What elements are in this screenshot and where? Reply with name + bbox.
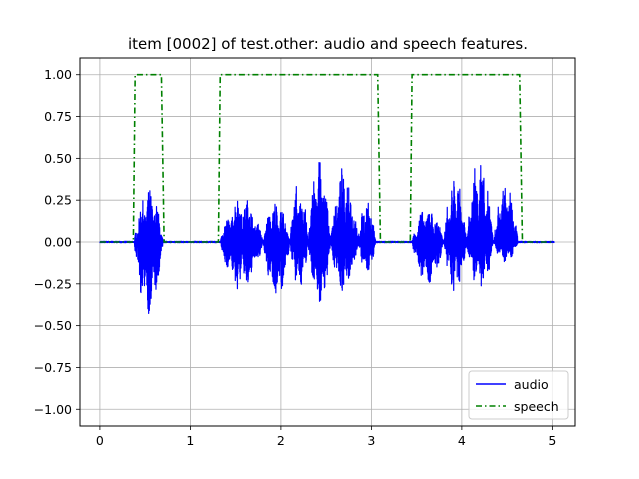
y-tick-label: −0.50 xyxy=(34,318,72,333)
x-tick-label: 3 xyxy=(367,433,375,448)
y-tick-label: −0.25 xyxy=(34,276,72,291)
speech-line xyxy=(99,73,555,243)
y-tick-label: 0.75 xyxy=(44,109,72,124)
plot-series xyxy=(99,73,555,314)
legend-audio-label: audio xyxy=(514,377,549,392)
y-tick-label: 1.00 xyxy=(44,67,72,82)
y-tick-label: 0.50 xyxy=(44,151,72,166)
legend: audio speech xyxy=(468,370,569,420)
x-tick-label: 0 xyxy=(96,433,104,448)
x-tick-label: 5 xyxy=(548,433,556,448)
y-tick-label: −1.00 xyxy=(34,402,72,417)
legend-speech-label: speech xyxy=(514,399,559,414)
chart-title: item [0002] of test.other: audio and spe… xyxy=(128,35,528,53)
x-tick-label: 2 xyxy=(277,433,285,448)
legend-box xyxy=(468,370,569,420)
y-tick-label: 0.00 xyxy=(44,235,72,250)
ticks: 0 1 2 3 4 5 −1.00 −0.75 −0.50 −0.25 0.00 0.25 0.50 0.… xyxy=(34,67,557,448)
x-tick-label: 4 xyxy=(458,433,466,448)
y-tick-label: −0.75 xyxy=(34,360,72,375)
x-tick-label: 1 xyxy=(186,433,194,448)
y-tick-label: 0.25 xyxy=(44,193,72,208)
